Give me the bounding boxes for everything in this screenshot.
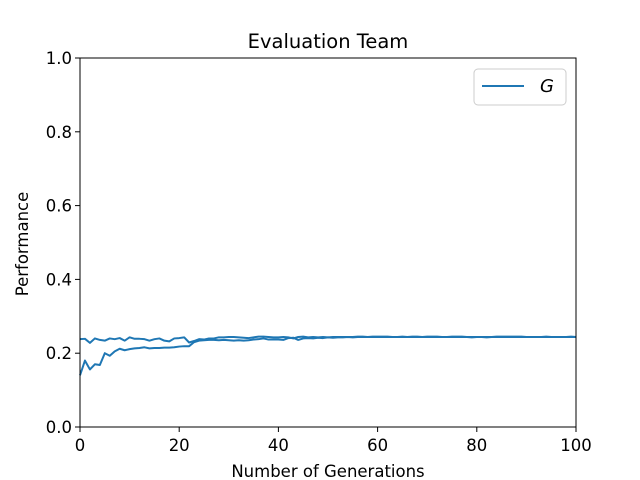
y-tick-label: 0.8 — [46, 123, 72, 142]
y-axis: 0.0 0.2 0.4 0.6 0.8 1.0 — [46, 49, 80, 437]
chart-title: Evaluation Team — [248, 30, 409, 53]
x-tick-label: 40 — [268, 436, 289, 455]
legend-label: G — [540, 76, 554, 97]
x-axis: 0 20 40 60 80 100 — [75, 427, 592, 455]
y-tick-label: 0.6 — [46, 197, 72, 216]
y-tick-label: 0.2 — [46, 344, 72, 363]
y-axis-label: Performance — [13, 192, 32, 297]
x-axis-label: Number of Generations — [231, 462, 424, 480]
plot-frame — [79, 57, 577, 428]
y-tick-label: 0.4 — [46, 270, 72, 289]
x-tick-label: 60 — [367, 436, 388, 455]
x-tick-label: 100 — [560, 436, 592, 455]
x-tick-label: 20 — [169, 436, 190, 455]
legend: G — [473, 68, 567, 106]
x-tick-label: 80 — [466, 436, 487, 455]
x-tick-label: 0 — [75, 436, 86, 455]
y-tick-label: 0.0 — [46, 418, 72, 437]
series-layer — [79, 335, 577, 376]
y-tick-label: 1.0 — [46, 49, 72, 68]
series-line-2 — [79, 335, 576, 376]
